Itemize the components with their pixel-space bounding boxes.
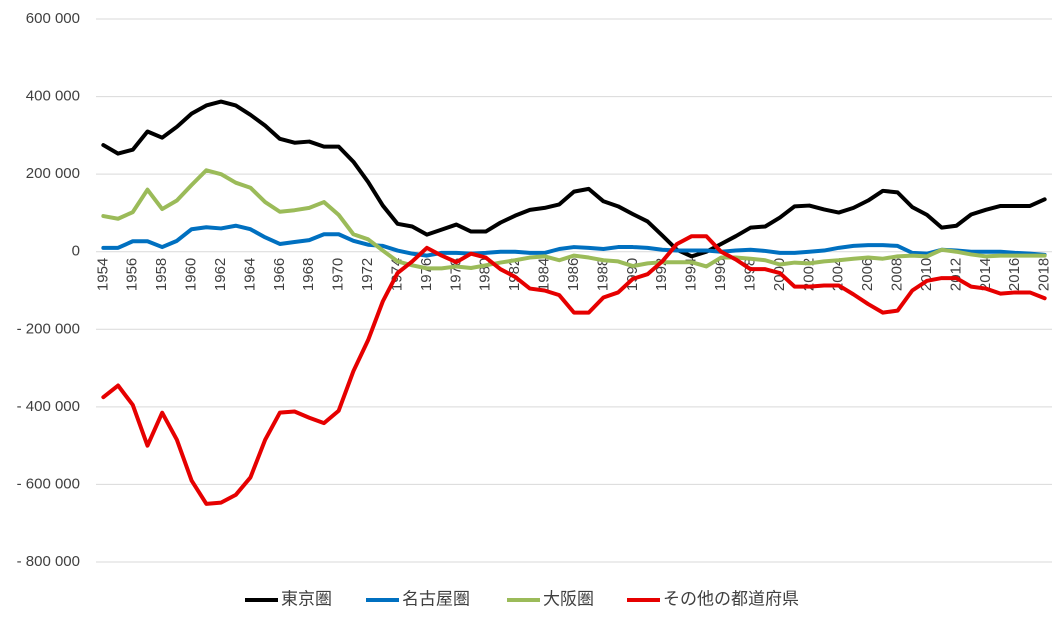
x-tick-label: 1986 xyxy=(565,258,582,291)
x-tick-label: 1958 xyxy=(153,258,170,291)
x-tick-label: 2012 xyxy=(947,258,964,291)
x-tick-label: 2004 xyxy=(830,258,847,291)
x-tick-label: 2014 xyxy=(977,258,994,291)
series-line xyxy=(101,223,1047,258)
x-tick-label: 2002 xyxy=(800,258,817,291)
x-tick-label: 2018 xyxy=(1036,258,1053,291)
legend-label: 名古屋圏 xyxy=(402,589,470,608)
x-tick-label: 1976 xyxy=(418,258,435,291)
x-tick-label: 1970 xyxy=(330,258,347,291)
legend-label: 東京圏 xyxy=(281,589,332,608)
x-tick-label: 1960 xyxy=(183,258,200,291)
x-tick-label: 2006 xyxy=(859,258,876,291)
y-tick-label: 200 000 xyxy=(26,165,80,182)
x-tick-label: 1962 xyxy=(212,258,229,291)
y-tick-label: - 800 000 xyxy=(17,553,80,570)
x-tick-label: 2008 xyxy=(889,258,906,291)
y-tick-label: 600 000 xyxy=(26,10,80,27)
x-tick-label: 1996 xyxy=(712,258,729,291)
x-tick-label: 1972 xyxy=(359,258,376,291)
y-tick-label: 0 xyxy=(72,243,80,260)
series-line xyxy=(101,234,1047,506)
x-tick-label: 1968 xyxy=(300,258,317,291)
x-tick-label: 1984 xyxy=(536,258,553,291)
x-tick-label: 2016 xyxy=(1006,258,1023,291)
y-tick-label: - 400 000 xyxy=(17,398,80,415)
x-tick-label: 1994 xyxy=(683,258,700,291)
x-tick-label: 1956 xyxy=(124,258,141,291)
x-tick-label: 1988 xyxy=(594,258,611,291)
y-tick-label: - 600 000 xyxy=(17,475,80,492)
y-tick-label: - 200 000 xyxy=(17,320,80,337)
x-tick-label: 1964 xyxy=(241,258,258,291)
legend-label: 大阪圏 xyxy=(543,589,594,608)
legend-label: その他の都道府県 xyxy=(663,589,799,608)
y-tick-label: 400 000 xyxy=(26,88,80,105)
x-tick-label: 1954 xyxy=(94,258,111,291)
x-tick-label: 1966 xyxy=(271,258,288,291)
series-line xyxy=(101,168,1047,271)
series-line xyxy=(101,99,1047,259)
